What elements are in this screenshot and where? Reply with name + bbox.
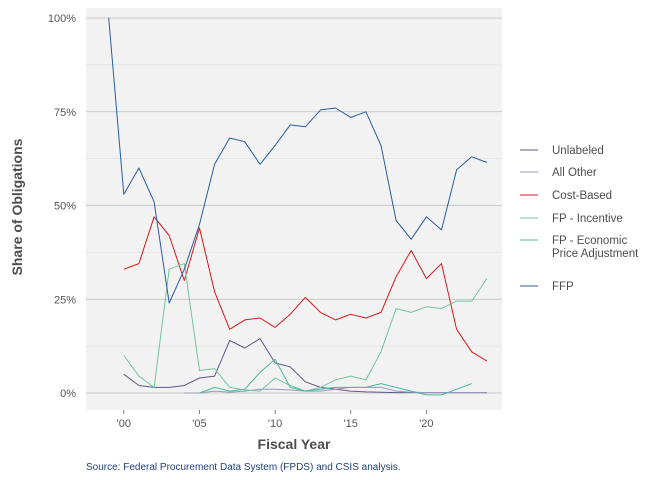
x-axis: '00 '05 '10 '15 '20 (117, 410, 434, 430)
y-tick-label: 75% (54, 107, 76, 119)
legend-label: Cost-Based (552, 190, 612, 202)
y-axis-title: Share of Obligations (9, 138, 25, 275)
x-axis-title: Fiscal Year (258, 436, 331, 452)
series-line-ffp (108, 17, 488, 304)
legend: Unlabeled All Other Cost-Based FP - Incenti… (520, 145, 639, 293)
y-tick-label: 0% (60, 388, 76, 400)
series-line-all-other (184, 386, 487, 394)
y-tick-label: 25% (54, 294, 76, 306)
legend-label: Unlabeled (552, 145, 604, 157)
legend-label: All Other (552, 167, 597, 179)
x-tick-label: '10 (268, 418, 282, 430)
x-tick-label: '00 (117, 418, 131, 430)
y-tick-label: 50% (54, 201, 76, 213)
legend-label: FP - Economic (552, 235, 627, 247)
legend-label: FFP (552, 281, 574, 293)
x-tick-label: '15 (344, 418, 358, 430)
series-lines (108, 17, 488, 396)
y-tick-label: 100% (48, 13, 76, 25)
y-axis: 0% 25% 50% 75% 100% (48, 13, 76, 400)
x-tick-label: '20 (419, 418, 433, 430)
source-note: Source: Federal Procurement Data System … (86, 462, 401, 473)
plot-panel (86, 8, 502, 410)
series-line-fp-economic-price-adjustment (199, 358, 472, 396)
gridlines (86, 17, 502, 394)
legend-label-line2: Price Adjustment (552, 248, 639, 260)
x-tick-label: '05 (192, 418, 206, 430)
legend-label: FP - Incentive (552, 213, 623, 225)
series-line-cost-based (123, 216, 488, 362)
